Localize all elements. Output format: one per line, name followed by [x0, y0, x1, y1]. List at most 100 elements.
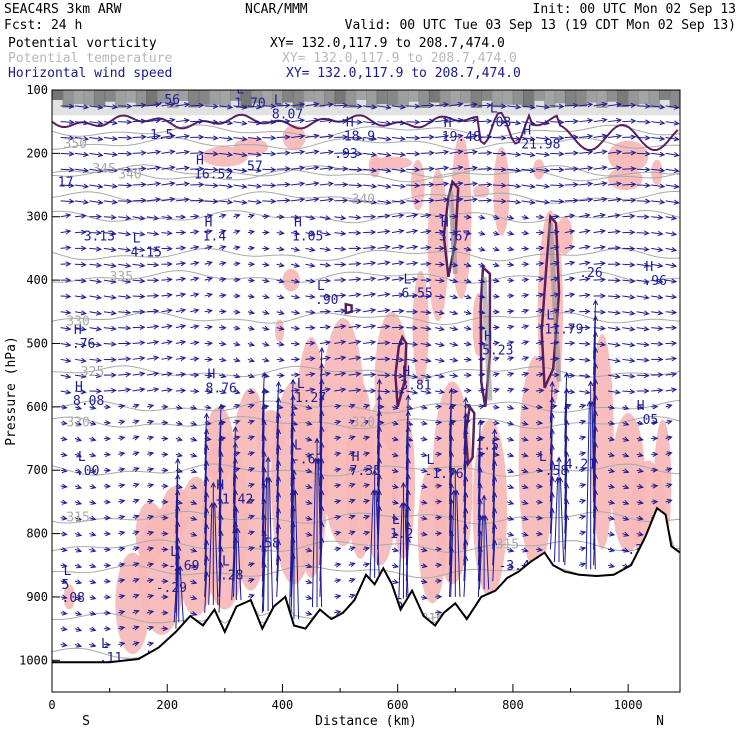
extremum-marker: L	[392, 513, 400, 528]
wind-vector-shaft	[565, 105, 578, 106]
extremum-value: 8.76	[206, 381, 237, 396]
extremum-marker: H	[75, 380, 83, 395]
extremum-value: .03	[488, 115, 511, 130]
extremum-marker: L	[159, 79, 167, 94]
theta-label: 340	[352, 193, 375, 208]
extremum-value: 6.55	[401, 286, 432, 301]
theta-label: 340	[118, 167, 141, 182]
extremum-marker: L	[274, 94, 282, 109]
extremum-marker: H	[352, 450, 360, 465]
upper-band-cell	[460, 90, 471, 103]
upper-band-cell	[628, 90, 639, 105]
wind-vector-shaft	[190, 137, 203, 138]
extremum-value: 1.5	[150, 128, 173, 143]
wind-vector-shaft	[493, 153, 506, 154]
upper-band-cell	[104, 90, 115, 102]
upper-band-cell	[638, 90, 649, 104]
init-time: Init: 00 UTC Mon 02 Sep 13	[533, 2, 737, 17]
upper-band-cell	[335, 90, 346, 104]
extremum-value: 21.98	[521, 138, 560, 153]
organization: NCAR/MMM	[245, 2, 308, 17]
model-name: SEAC4RS 3km ARW	[4, 2, 122, 17]
upper-band-cell	[659, 90, 670, 100]
legend-xy-wind: XY= 132.0,117.9 to 208.7,474.0	[286, 66, 521, 81]
extremum-marker: H	[294, 215, 302, 230]
extremum-value: 1.5	[475, 439, 498, 454]
extremum-value: .57	[239, 160, 262, 175]
extremum-value: -1.76	[424, 467, 463, 482]
wind-vector-shaft	[262, 138, 275, 139]
upper-band-cell	[586, 90, 597, 103]
wind-vector-shaft	[493, 201, 506, 202]
upper-band-cell	[554, 90, 565, 103]
upper-band-cell	[303, 90, 314, 102]
y-tick-label: 1000	[19, 653, 48, 667]
upper-band-cell	[607, 90, 618, 102]
x-tick-label: 1000	[614, 698, 643, 712]
upper-band-cell	[575, 90, 586, 107]
extremum-value: 1.2	[390, 527, 413, 542]
x-tick-label: 600	[387, 698, 409, 712]
y-tick-label: 700	[26, 463, 48, 477]
shade-blob	[372, 157, 412, 170]
upper-band-cell	[429, 90, 440, 103]
extremum-marker: H	[208, 367, 216, 382]
extremum-value: 5.23	[482, 343, 513, 358]
legend-label-theta: Potential temperature	[8, 51, 173, 66]
upper-band-cell	[136, 90, 147, 107]
upper-band-cell	[199, 90, 210, 105]
extremum-value: 1.27	[295, 391, 326, 406]
upper-band-cell	[408, 90, 419, 102]
extremum-value: 4.21	[565, 458, 596, 473]
upper-band-cell	[513, 90, 524, 105]
x-tick-label: 0	[48, 698, 55, 712]
y-axis-label: Pressure (hPa)	[4, 336, 19, 446]
upper-band-cell	[188, 90, 199, 107]
theta-label: 350	[64, 137, 87, 152]
extremum-value: .26	[579, 266, 602, 281]
extremum-value: .00	[76, 464, 99, 479]
extremum-marker: H	[444, 116, 452, 131]
upper-band-cell	[219, 90, 230, 107]
extremum-marker: H	[523, 124, 531, 139]
extremum-value: .58	[257, 537, 280, 552]
wind-vector-shaft	[565, 200, 578, 201]
x-tick-label: 800	[502, 698, 524, 712]
extremum-marker: L	[294, 438, 302, 453]
y-tick-label: 200	[26, 146, 48, 160]
extremum-marker: H	[441, 215, 449, 230]
legend-label-wind: Horizontal wind speed	[8, 66, 172, 81]
extremum-value: .76	[72, 337, 95, 352]
upper-band-cell	[481, 90, 492, 101]
theta-label: 325	[81, 365, 104, 380]
extremum-value: 19.48	[442, 130, 481, 145]
extremum-marker: L	[546, 309, 554, 324]
upper-band-cell	[83, 90, 94, 106]
extremum-value: 18.9	[344, 129, 375, 144]
wind-vector-shaft	[190, 121, 203, 122]
field-legend: Potential vorticity XY= 132.0,117.9 to 2…	[8, 36, 521, 81]
theta-label: 345	[92, 162, 115, 177]
theta-label: 330	[66, 314, 89, 329]
extremum-value: 1.70	[234, 96, 265, 111]
extremum-value: 1.4	[203, 229, 227, 244]
extremum-value: 8.08	[73, 394, 104, 409]
y-tick-label: 800	[26, 527, 48, 541]
extremum-value: .56	[157, 93, 180, 108]
upper-band-cell	[450, 90, 461, 106]
upper-band-cell	[649, 90, 660, 108]
upper-band-cell	[523, 90, 534, 107]
extremum-marker: H	[402, 364, 410, 379]
extremum-marker: H	[645, 260, 653, 275]
upper-band-cell	[115, 90, 126, 108]
extremum-marker: L	[222, 554, 230, 569]
x-tick-label: 400	[272, 698, 294, 712]
extremum-marker: L	[539, 450, 547, 465]
y-tick-label: 600	[26, 400, 48, 414]
upper-band-cell	[125, 90, 136, 103]
y-tick-label: 400	[26, 273, 48, 287]
extremum-marker: L	[490, 101, 498, 116]
upper-band-cell	[502, 90, 513, 105]
theta-label: 335	[110, 270, 133, 285]
wind-vector-shaft	[565, 169, 578, 170]
